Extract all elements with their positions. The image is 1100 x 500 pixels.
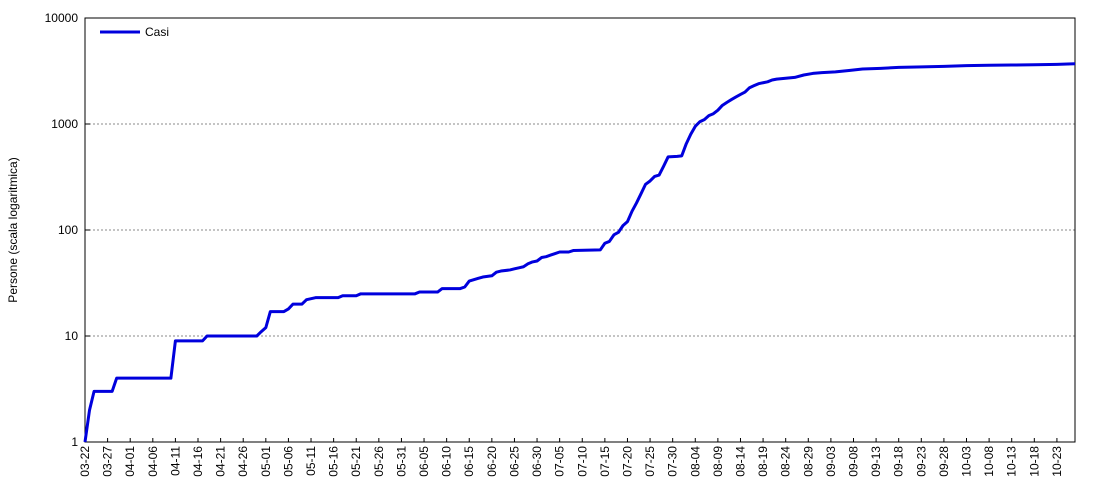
- x-tick-label: 06-05: [417, 446, 431, 477]
- x-tick-label: 06-20: [485, 446, 499, 477]
- x-tick-label: 08-04: [688, 446, 702, 477]
- series-group: [83, 62, 1076, 443]
- x-tick-label: 07-15: [598, 446, 612, 477]
- x-tick-label: 04-01: [123, 446, 137, 477]
- x-tick-label: 04-16: [191, 446, 205, 477]
- x-tick-label: 10-18: [1027, 446, 1041, 477]
- x-tick-label: 04-06: [146, 446, 160, 477]
- x-tick-label: 10-23: [1050, 446, 1064, 477]
- x-tick-label: 03-22: [78, 446, 92, 477]
- x-tick-label: 05-01: [259, 446, 273, 477]
- x-tick-label: 10-13: [1005, 446, 1019, 477]
- x-tick-label: 09-23: [914, 446, 928, 477]
- x-axis: 03-22 03-27 04-01 04-06 04-11 04-16 04-21 04-26…: [78, 438, 1064, 477]
- y-tick-label: 10000: [45, 11, 79, 25]
- x-tick-label: 06-10: [440, 446, 454, 477]
- y-axis: 1 10 100 1000 10000: [45, 11, 90, 449]
- y-tick-label: 1: [71, 435, 78, 449]
- x-tick-label: 07-10: [575, 446, 589, 477]
- x-tick-label: 10-08: [982, 446, 996, 477]
- x-tick-label: 05-06: [281, 446, 295, 477]
- x-tick-label: 08-24: [779, 446, 793, 477]
- x-tick-label: 07-05: [553, 446, 567, 477]
- x-tick-label: 10-03: [960, 446, 974, 477]
- y-tick-label: 100: [58, 223, 78, 237]
- legend-label-casi: Casi: [145, 25, 169, 39]
- legend: Casi: [100, 25, 169, 39]
- x-tick-label: 09-18: [892, 446, 906, 477]
- x-tick-label: 07-30: [666, 446, 680, 477]
- x-tick-label: 04-11: [168, 446, 182, 476]
- x-tick-label: 08-19: [756, 446, 770, 477]
- y-tick-label: 10: [65, 329, 79, 343]
- x-tick-label: 07-20: [620, 446, 634, 477]
- x-tick-label: 08-09: [711, 446, 725, 477]
- x-tick-label: 07-25: [643, 446, 657, 477]
- x-tick-label: 06-30: [530, 446, 544, 477]
- x-tick-label: 09-13: [869, 446, 883, 477]
- x-tick-label: 08-29: [801, 446, 815, 477]
- x-tick-label: 05-11: [304, 446, 318, 476]
- x-tick-label: 09-03: [824, 446, 838, 477]
- y-axis-label: Persone (scala logaritmica): [6, 157, 20, 302]
- x-tick-label: 05-16: [327, 446, 341, 477]
- x-tick-label: 06-15: [462, 446, 476, 477]
- x-tick-label: 09-08: [846, 446, 860, 477]
- x-tick-label: 06-25: [507, 446, 521, 477]
- x-tick-label: 04-26: [236, 446, 250, 477]
- grid-lines: [85, 123, 1075, 337]
- x-tick-label: 08-14: [733, 446, 747, 477]
- y-tick-label: 1000: [51, 117, 78, 131]
- x-tick-label: 04-21: [214, 446, 228, 477]
- x-tick-label: 05-26: [372, 446, 386, 477]
- x-tick-label: 03-27: [101, 446, 115, 477]
- series-line-casi: [83, 62, 1076, 443]
- x-tick-label: 05-21: [349, 446, 363, 477]
- x-tick-label: 05-31: [394, 446, 408, 477]
- x-tick-label: 09-28: [937, 446, 951, 477]
